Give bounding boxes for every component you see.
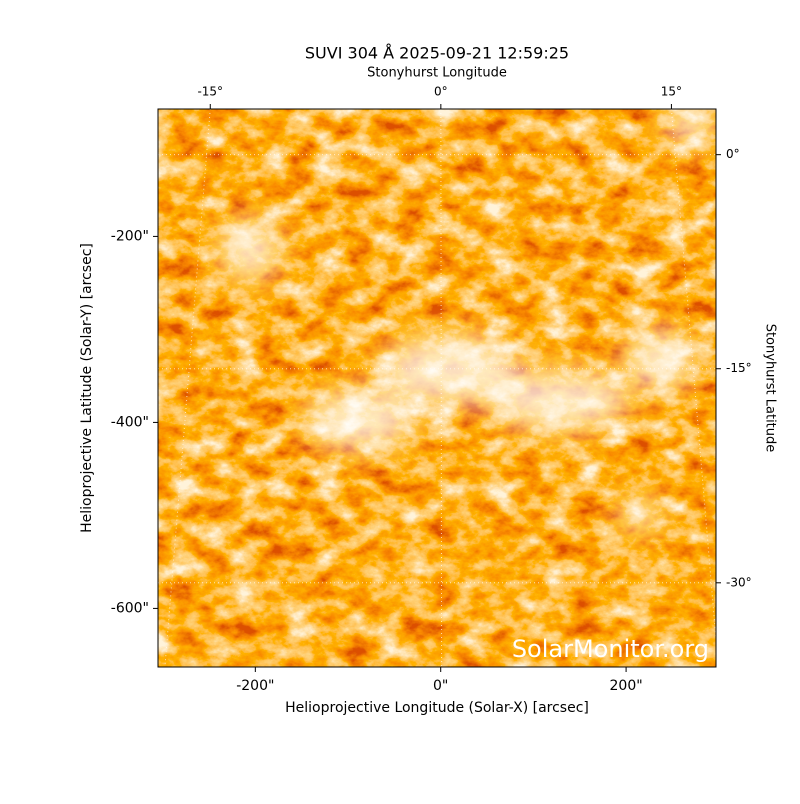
y2-label: Stonyhurst Latitude (763, 324, 778, 453)
y-label: Helioprojective Latitude (Solar-Y) [arcs… (79, 243, 95, 533)
watermark: SolarMonitor.org (512, 635, 709, 663)
solar-image (158, 109, 716, 667)
x-tick-label: 200" (610, 678, 643, 694)
frame (157, 108, 717, 668)
y-tick-label: -200" (111, 228, 149, 244)
y-tick-label: -600" (111, 600, 149, 616)
x2-label: Stonyhurst Longitude (367, 66, 507, 81)
y-tick-label: -400" (111, 414, 149, 430)
x-tick-label: -200" (236, 678, 274, 694)
x2-tick-label: 0° (434, 85, 448, 99)
y2-tick-label: -15° (726, 361, 752, 375)
x2-tick-label: -15° (197, 85, 223, 99)
y2-tick-label: -30° (726, 575, 752, 589)
x-tick-label: 0" (433, 678, 448, 694)
x-label: Helioprojective Longitude (Solar-X) [arc… (285, 700, 589, 716)
chart-title: SUVI 304 Å 2025-09-21 12:59:25 (305, 44, 569, 63)
y2-tick-label: 0° (726, 147, 740, 161)
x2-tick-label: 15° (661, 85, 682, 99)
